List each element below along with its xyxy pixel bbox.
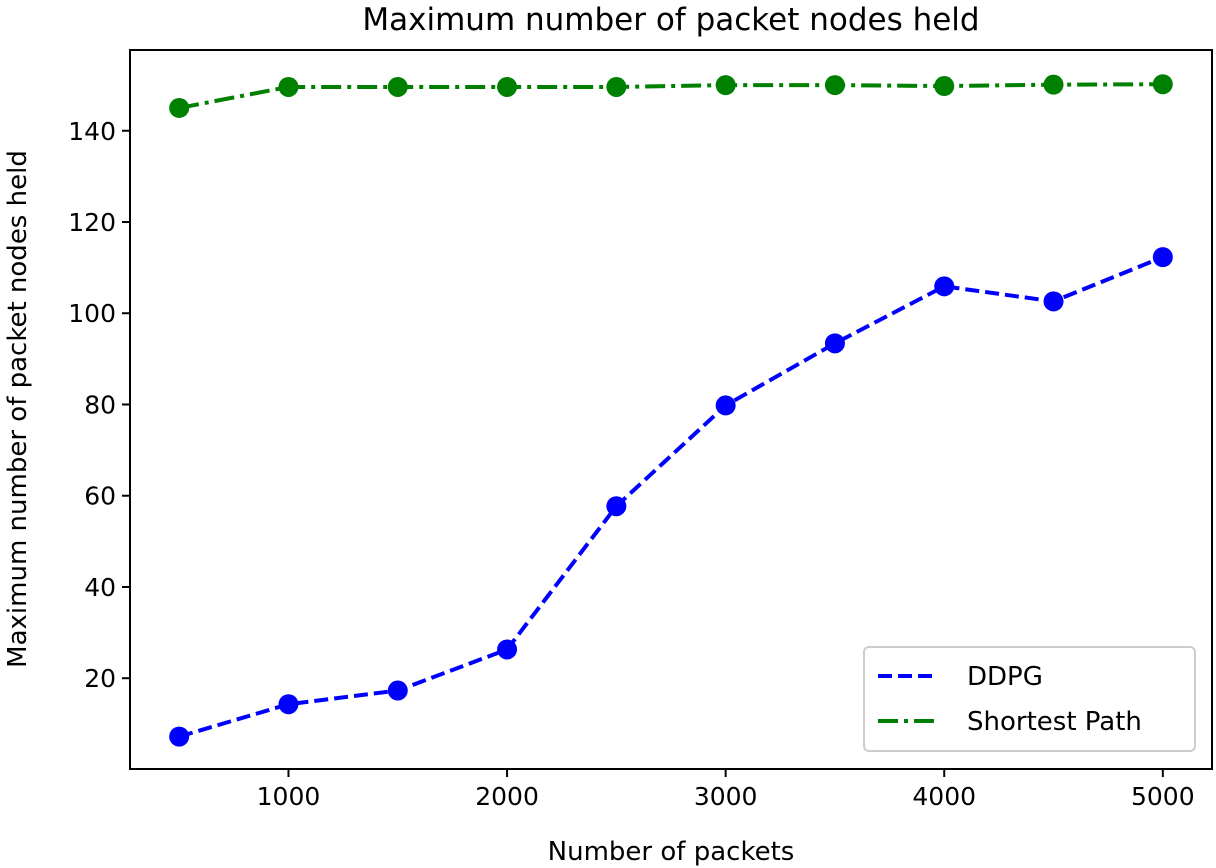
data-point-shortest-path: [606, 76, 627, 97]
data-point-ddpg: [1152, 247, 1173, 268]
y-tick-label: 40: [84, 573, 116, 602]
data-point-ddpg: [497, 639, 518, 660]
data-point-ddpg: [824, 333, 845, 354]
legend-box: [863, 646, 1196, 752]
x-tick-label: 2000: [475, 782, 539, 811]
data-point-shortest-path: [715, 75, 736, 96]
y-tick-label: 60: [84, 482, 116, 511]
chart-title: Maximum number of packet nodes held: [362, 2, 979, 38]
legend-label-ddpg: DDPG: [967, 662, 1043, 692]
data-point-shortest-path: [1152, 74, 1173, 95]
data-point-shortest-path: [278, 76, 299, 97]
x-axis-label: Number of packets: [548, 837, 795, 867]
legend: DDPG Shortest Path: [863, 646, 1196, 752]
y-tick-label: 140: [68, 117, 116, 146]
x-tick-label: 4000: [912, 782, 976, 811]
data-point-shortest-path: [824, 75, 845, 96]
legend-label-shortest-path: Shortest Path: [967, 707, 1142, 737]
data-point-shortest-path: [169, 97, 190, 118]
data-point-shortest-path: [1043, 74, 1064, 95]
series-line-shortest-path: [178, 82, 1163, 110]
data-point-shortest-path: [387, 76, 408, 97]
y-axis-label: Maximum number of packet nodes held: [3, 150, 33, 668]
y-tick-label: 80: [84, 390, 116, 419]
data-point-ddpg: [1043, 291, 1064, 312]
plot-area-frame: [129, 49, 1213, 770]
x-tick-label: 5000: [1131, 782, 1195, 811]
data-point-ddpg: [169, 726, 190, 747]
data-point-ddpg: [715, 395, 736, 416]
y-tick-label: 20: [84, 664, 116, 693]
x-tick-label: 1000: [257, 782, 321, 811]
data-point-ddpg: [606, 496, 627, 517]
series-line-ddpg: [178, 255, 1164, 739]
data-point-ddpg: [278, 694, 299, 715]
data-point-ddpg: [387, 680, 408, 701]
data-point-shortest-path: [497, 76, 518, 97]
y-tick-label: 100: [68, 299, 116, 328]
y-tick-label: 120: [68, 208, 116, 237]
data-point-ddpg: [934, 276, 955, 297]
x-tick-label: 3000: [694, 782, 758, 811]
data-point-shortest-path: [934, 76, 955, 97]
